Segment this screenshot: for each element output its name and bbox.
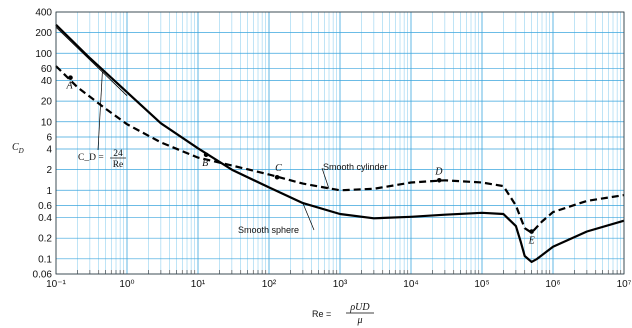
y-tick-label: 100 — [35, 49, 52, 60]
x-axis-title-denominator: μ — [356, 315, 362, 326]
minor-grid — [77, 12, 622, 274]
y-tick-label: 400 — [35, 8, 52, 19]
axis-titles: CD Re = ρUD μ — [12, 142, 374, 326]
x-tick-label: 10⁰ — [119, 279, 134, 290]
y-axis-title: CD — [12, 142, 24, 155]
reference-formula-numerator: 24 — [113, 149, 123, 159]
x-tick-label: 10¹ — [191, 279, 206, 290]
sphere-curve — [55, 24, 625, 263]
reference-formula-denominator: Re — [113, 160, 124, 170]
reference-leader — [97, 71, 103, 151]
y-tick-label: 10 — [41, 117, 53, 128]
x-axis-title-numerator: ρUD — [349, 302, 370, 313]
y-tick-label: 0.1 — [38, 254, 52, 265]
y-tick-label: 4 — [46, 145, 52, 156]
y-tick-label: 60 — [41, 64, 53, 75]
plot-frame — [55, 11, 625, 275]
x-tick-label: 10⁷ — [617, 279, 632, 290]
point-e-marker — [529, 229, 534, 234]
x-tick-label: 10⁻¹ — [46, 279, 66, 290]
point-a-label: A — [65, 81, 73, 92]
y-tick-label: 40 — [41, 76, 53, 87]
point-d-marker — [436, 177, 442, 183]
sphere-label-leader — [302, 202, 315, 231]
point-e-label: E — [528, 236, 535, 247]
x-tick-label: 10³ — [333, 279, 348, 290]
point-b-marker — [203, 152, 209, 158]
series-layer — [55, 24, 625, 263]
point-d-label: D — [434, 166, 443, 177]
y-tick-label: 20 — [41, 97, 53, 108]
x-axis-title-prefix: Re = — [312, 309, 331, 319]
x-tick-label: 10⁴ — [403, 279, 418, 290]
y-tick-label: 1 — [46, 186, 52, 197]
y-tick-label: 0.2 — [38, 234, 52, 245]
y-tick-label: 200 — [35, 28, 52, 39]
point-b-label: B — [202, 158, 208, 169]
reference-formula-prefix: C_D = — [78, 153, 104, 163]
x-tick-label: 10⁶ — [545, 279, 560, 290]
reference-line — [55, 26, 128, 97]
x-axis-ticks: 10⁻¹ 10⁰ 10¹ 10² 10³ 10⁴ 10⁵ 10⁶ 10⁷ — [46, 279, 632, 290]
y-tick-label: 0.4 — [38, 213, 52, 224]
y-tick-label: 2 — [46, 165, 52, 176]
point-c-marker — [274, 174, 280, 180]
points-layer: A B C D E — [65, 75, 535, 247]
y-tick-label: 6 — [46, 132, 52, 143]
point-a-marker — [68, 75, 73, 80]
y-tick-label: 0.06 — [33, 270, 53, 281]
x-tick-label: 10² — [262, 279, 277, 290]
cylinder-curve — [55, 65, 625, 234]
point-c-label: C — [275, 163, 282, 174]
annotations-layer: Smooth cylinder Smooth sphere — [238, 162, 388, 235]
sphere-label: Smooth sphere — [238, 225, 299, 235]
x-tick-label: 10⁵ — [474, 279, 489, 290]
cylinder-label-leader — [321, 167, 330, 189]
cylinder-label: Smooth cylinder — [323, 162, 388, 172]
y-tick-label: 0.6 — [38, 201, 52, 212]
